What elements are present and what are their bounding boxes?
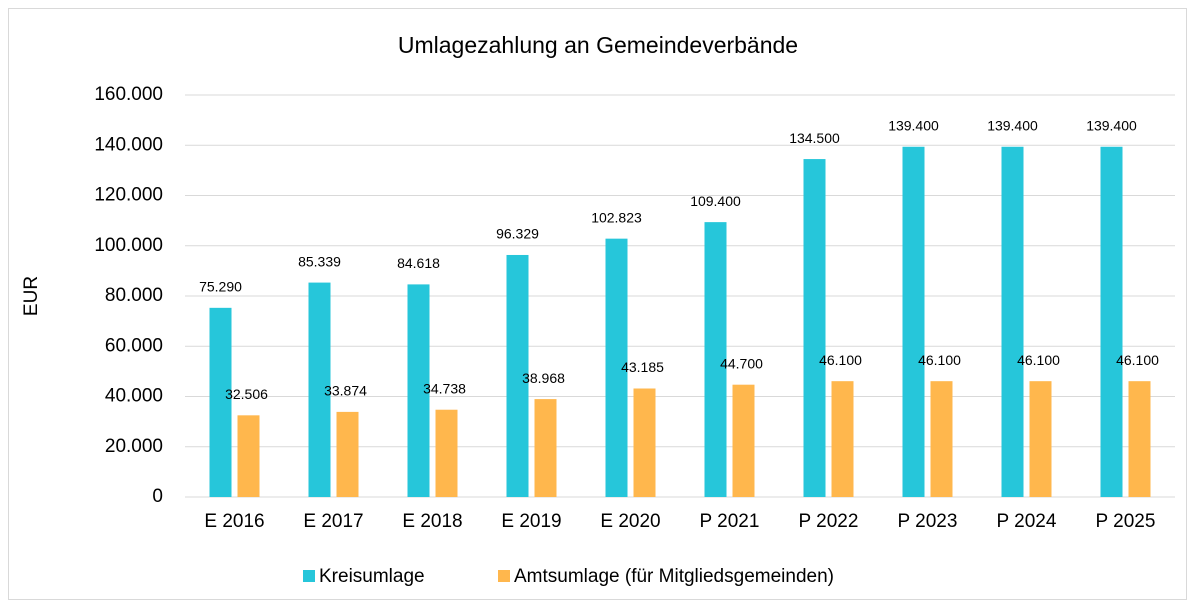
bar bbox=[534, 399, 557, 497]
legend-swatch bbox=[498, 570, 510, 582]
chart-frame bbox=[8, 8, 1187, 600]
value-label: 84.618 bbox=[397, 255, 440, 271]
bar bbox=[237, 415, 260, 497]
bar bbox=[209, 307, 232, 497]
value-label: 75.290 bbox=[199, 279, 242, 295]
y-tick-label: 140.000 bbox=[94, 134, 163, 155]
value-label: 139.400 bbox=[1086, 117, 1137, 133]
value-label: 43.185 bbox=[621, 359, 664, 375]
bar bbox=[1001, 146, 1024, 497]
legend-label: Amtsumlage (für Mitgliedsgemeinden) bbox=[514, 566, 834, 587]
value-label: 46.100 bbox=[1116, 352, 1159, 368]
legend-label: Kreisumlage bbox=[319, 566, 425, 587]
bar bbox=[633, 388, 656, 497]
bar bbox=[336, 411, 359, 497]
chart-title: Umlagezahlung an Gemeindeverbände bbox=[398, 32, 798, 58]
bar bbox=[308, 282, 331, 497]
x-tick-label: E 2020 bbox=[600, 511, 660, 532]
value-label: 134.500 bbox=[789, 130, 840, 146]
y-tick-label: 120.000 bbox=[94, 185, 163, 206]
x-tick-label: P 2023 bbox=[898, 511, 958, 532]
y-tick-label: 80.000 bbox=[105, 285, 163, 306]
bar bbox=[1100, 146, 1123, 497]
x-tick-label: P 2024 bbox=[997, 511, 1057, 532]
value-label: 102.823 bbox=[591, 209, 642, 225]
y-tick-label: 40.000 bbox=[105, 386, 163, 407]
value-label: 139.400 bbox=[987, 117, 1038, 133]
value-label: 46.100 bbox=[819, 352, 862, 368]
bar bbox=[1029, 381, 1052, 497]
value-label: 46.100 bbox=[1017, 352, 1060, 368]
value-label: 34.738 bbox=[423, 380, 466, 396]
bar bbox=[605, 238, 628, 497]
y-tick-label: 60.000 bbox=[105, 335, 163, 356]
value-label: 85.339 bbox=[298, 253, 341, 269]
value-label: 46.100 bbox=[918, 352, 961, 368]
bar bbox=[831, 381, 854, 497]
value-label: 139.400 bbox=[888, 117, 939, 133]
bar bbox=[930, 381, 953, 497]
bar bbox=[435, 409, 458, 497]
value-label: 33.874 bbox=[324, 383, 367, 399]
y-tick-label: 0 bbox=[152, 486, 163, 507]
value-label: 109.400 bbox=[690, 193, 741, 209]
bar bbox=[803, 159, 826, 497]
y-tick-label: 100.000 bbox=[94, 235, 163, 256]
bar bbox=[732, 384, 755, 497]
bar bbox=[1128, 381, 1151, 497]
bar bbox=[704, 222, 727, 497]
x-tick-label: E 2018 bbox=[402, 511, 462, 532]
x-tick-label: P 2021 bbox=[700, 511, 760, 532]
legend-swatch bbox=[303, 570, 315, 582]
bar bbox=[407, 284, 430, 497]
x-tick-label: P 2022 bbox=[799, 511, 859, 532]
bar bbox=[902, 146, 925, 497]
value-label: 96.329 bbox=[496, 226, 539, 242]
bar bbox=[506, 254, 529, 497]
value-label: 32.506 bbox=[225, 386, 268, 402]
x-tick-label: E 2019 bbox=[501, 511, 561, 532]
value-label: 38.968 bbox=[522, 370, 565, 386]
x-tick-label: E 2016 bbox=[204, 511, 264, 532]
x-tick-label: P 2025 bbox=[1096, 511, 1156, 532]
y-tick-label: 160.000 bbox=[94, 84, 163, 105]
y-axis-label: EUR bbox=[21, 276, 42, 316]
x-tick-label: E 2017 bbox=[303, 511, 363, 532]
value-label: 44.700 bbox=[720, 355, 763, 371]
y-tick-label: 20.000 bbox=[105, 436, 163, 457]
